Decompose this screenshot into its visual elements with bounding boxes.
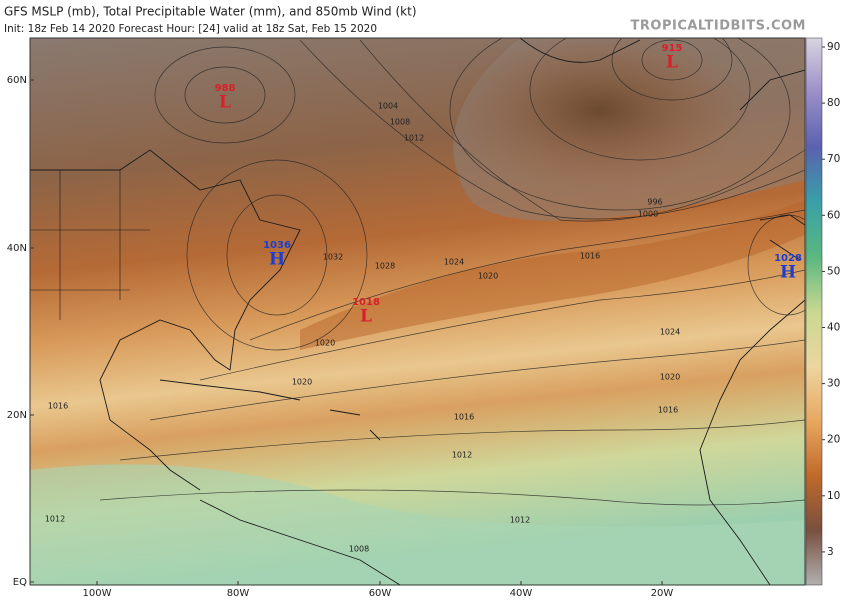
center-symbol: L xyxy=(360,307,372,327)
lat-label: EQ xyxy=(13,577,27,588)
center-pressure: 1018 xyxy=(352,297,380,308)
isobar-label: 1016 xyxy=(580,252,600,261)
coastlines xyxy=(30,38,805,585)
coast-na xyxy=(30,149,301,491)
center-symbol: L xyxy=(666,53,678,73)
isobar-label: 1020 xyxy=(292,378,312,387)
colorbar-label: 3 xyxy=(827,546,834,558)
isobar-label: 1020 xyxy=(315,339,335,348)
isobar-label: 1016 xyxy=(48,402,68,411)
center-symbol: L xyxy=(219,93,231,113)
isobar-label: 996 xyxy=(647,198,662,207)
center-pressure: 1028 xyxy=(774,253,802,264)
isobar-label: 1012 xyxy=(404,134,424,143)
colorbar-label: 50 xyxy=(827,265,840,277)
isobar-label: 1032 xyxy=(323,253,343,262)
lon-label: 20W xyxy=(651,588,674,599)
coast-sa xyxy=(199,499,401,585)
tropical-moisture xyxy=(30,464,805,585)
isobar-label: 1008 xyxy=(390,118,410,127)
center-symbol: H xyxy=(780,263,796,283)
colorbar-label: 60 xyxy=(827,209,840,221)
colorbar-label: 40 xyxy=(827,322,840,334)
borders xyxy=(30,170,150,320)
isobar-label: 1000 xyxy=(638,210,658,219)
lat-label: 60N xyxy=(7,75,27,86)
colorbar-label: 70 xyxy=(827,153,840,165)
site-name: TROPICALTIDBITS.COM xyxy=(631,19,806,34)
lon-label: 100W xyxy=(83,588,112,599)
isobar-label: 1028 xyxy=(375,262,395,271)
colorbar-label: 20 xyxy=(827,434,840,446)
center-pressure: 1036 xyxy=(263,240,291,251)
colorbar-label: 30 xyxy=(827,378,840,390)
colorbar-label: 80 xyxy=(827,97,840,109)
coast-africa xyxy=(699,299,805,585)
colorbar-label: 10 xyxy=(827,490,840,502)
isobars xyxy=(99,38,805,506)
center-symbol: H xyxy=(269,250,285,270)
lat-label: 20N xyxy=(7,410,27,421)
lon-label: 80W xyxy=(227,588,250,599)
center-pressure: 915 xyxy=(662,43,683,54)
isobar-label: 1024 xyxy=(660,328,680,337)
isobar-label: 1004 xyxy=(378,102,398,111)
map-area xyxy=(30,38,805,585)
map-frame xyxy=(29,37,806,586)
isobar-label: 1020 xyxy=(660,373,680,382)
isobar-label: 1016 xyxy=(658,406,678,415)
isobar-label: 1016 xyxy=(454,413,474,422)
isobar-label: 1012 xyxy=(45,515,65,524)
coast-north xyxy=(519,38,805,111)
lon-label: 60W xyxy=(369,588,392,599)
isobar-label: 1008 xyxy=(349,545,369,554)
coast-caribbean xyxy=(159,379,381,441)
cyclone-shading xyxy=(450,38,750,190)
isobar-label: 1012 xyxy=(452,451,472,460)
center-pressure: 988 xyxy=(215,83,236,94)
title: GFS MSLP (mb), Total Precipitable Water … xyxy=(4,5,417,19)
moisture-band xyxy=(300,200,805,350)
colorbar-label: 90 xyxy=(827,41,840,53)
isobar-label: 1012 xyxy=(510,516,530,525)
isobar-label: 1024 xyxy=(444,258,464,267)
colorbar xyxy=(805,37,823,586)
subtitle: Init: 18z Feb 14 2020 Forecast Hour: [24… xyxy=(4,23,377,35)
isobar-label: 1020 xyxy=(478,272,498,281)
lat-label: 40N xyxy=(7,243,27,254)
lon-label: 40W xyxy=(510,588,533,599)
